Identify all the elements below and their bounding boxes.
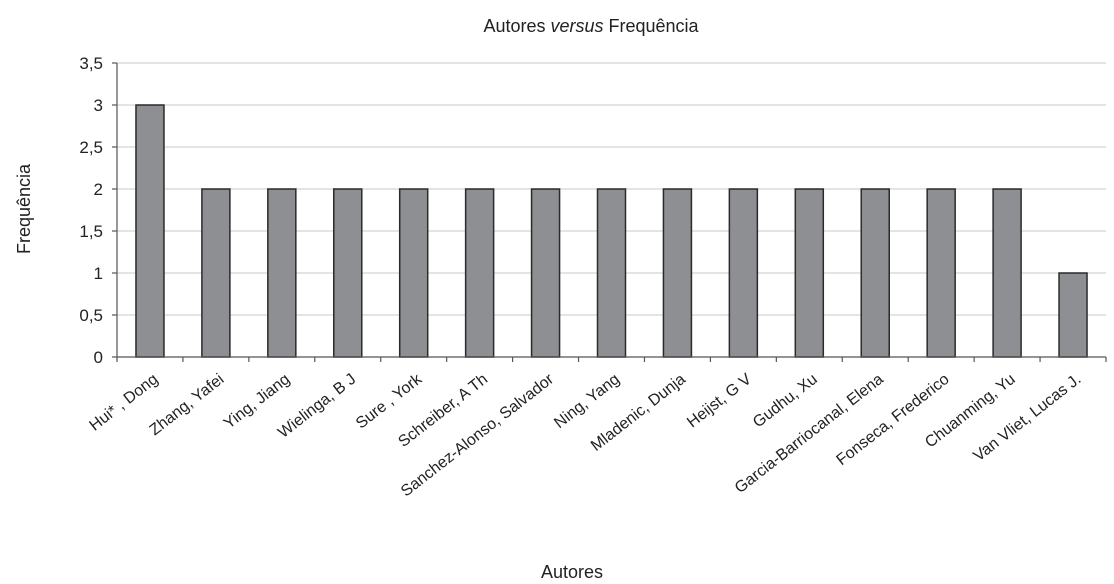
bar (398, 188, 429, 358)
y-tick-label: 2 (94, 180, 103, 199)
bar (860, 188, 890, 358)
chart-title: Autores versus Frequência (483, 16, 699, 36)
bar (926, 188, 956, 358)
bar (992, 188, 1022, 358)
y-tick-label: 2,5 (79, 138, 103, 157)
y-tick-labels: 0 0,5 1 1,5 2 2,5 3 3,5 (79, 54, 103, 367)
chart-title-italic: versus (550, 16, 603, 36)
y-tick-label: 3 (94, 96, 103, 115)
bars (135, 104, 1088, 358)
y-tick-label: 3,5 (79, 54, 103, 73)
bar (1058, 272, 1088, 358)
y-tick-label: 1 (94, 264, 103, 283)
bar (201, 188, 231, 358)
y-tick-label: 0 (94, 348, 103, 367)
bar (267, 188, 297, 358)
y-tick-label: 1,5 (79, 222, 103, 241)
bar (596, 188, 627, 358)
bar (662, 188, 693, 358)
x-tick-label: Heijst, G V (684, 371, 755, 432)
bar (794, 188, 825, 358)
chart-title-suffix: Frequência (604, 16, 700, 36)
y-axis-label: Frequência (14, 163, 34, 254)
bar (333, 188, 363, 358)
x-tick-label: Van Vliet, Lucas J. (971, 371, 1085, 465)
axes (112, 62, 1107, 362)
bar (728, 188, 759, 358)
bar (530, 188, 561, 358)
x-axis-label: Autores (541, 562, 603, 582)
bar (464, 188, 495, 358)
chart-title-prefix: Autores (483, 16, 550, 36)
bar (135, 104, 165, 358)
x-tick-label: Fonseca, Frederico (834, 371, 953, 469)
y-tick-label: 0,5 (79, 306, 103, 325)
